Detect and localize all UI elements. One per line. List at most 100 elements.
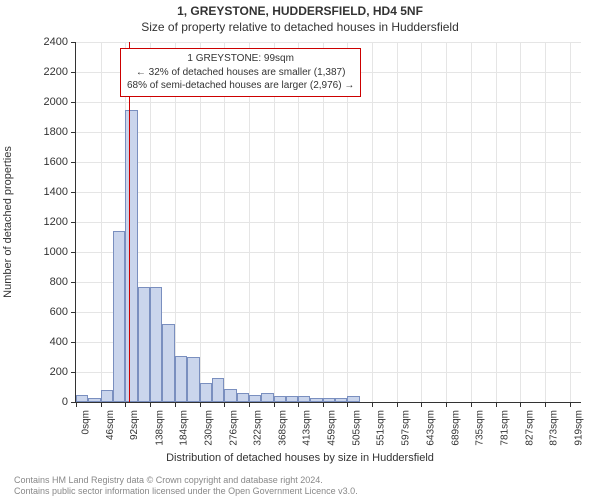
gridline-vertical [397, 42, 398, 402]
ytick-mark [71, 162, 76, 163]
ytick-mark [71, 192, 76, 193]
xtick-label: 46sqm [105, 410, 116, 440]
histogram-bar [323, 398, 335, 403]
histogram-bar [187, 357, 199, 402]
xtick-label: 413sqm [302, 410, 313, 446]
xtick-label: 276sqm [228, 410, 239, 446]
annotation-line2: ← 32% of detached houses are smaller (1,… [127, 66, 354, 80]
plot-area: 1 GREYSTONE: 99sqm ← 32% of detached hou… [75, 42, 581, 403]
ytick-label: 1000 [28, 246, 68, 258]
xtick-label: 643sqm [425, 410, 436, 446]
xtick-label: 184sqm [179, 410, 190, 446]
xtick-mark [76, 402, 77, 407]
histogram-bar [76, 395, 88, 403]
histogram-bar [101, 390, 113, 402]
xtick-mark [323, 402, 324, 407]
xtick-mark [274, 402, 275, 407]
xtick-label: 551sqm [376, 410, 387, 446]
ytick-label: 1600 [28, 156, 68, 168]
xtick-mark [125, 402, 126, 407]
histogram-bar [88, 398, 100, 403]
histogram-bar [310, 398, 322, 403]
xtick-mark [224, 402, 225, 407]
xtick-mark [570, 402, 571, 407]
footer-attribution: Contains HM Land Registry data © Crown c… [14, 475, 358, 498]
gridline-vertical [496, 42, 497, 402]
histogram-bar [224, 389, 236, 403]
histogram-bar [286, 396, 298, 402]
ytick-mark [71, 102, 76, 103]
histogram-bar [347, 396, 359, 402]
histogram-bar [200, 383, 212, 403]
ytick-label: 1400 [28, 186, 68, 198]
y-axis-label: Number of detached properties [2, 146, 14, 298]
ytick-label: 2000 [28, 96, 68, 108]
xtick-mark [175, 402, 176, 407]
ytick-label: 800 [28, 276, 68, 288]
xtick-label: 459sqm [327, 410, 338, 446]
gridline-horizontal [76, 222, 581, 223]
xtick-mark [545, 402, 546, 407]
histogram-bar [162, 324, 174, 402]
gridline-vertical [545, 42, 546, 402]
histogram-bar [150, 287, 162, 403]
histogram-bar [125, 110, 137, 403]
xtick-mark [446, 402, 447, 407]
gridline-vertical [471, 42, 472, 402]
annotation-line3: 68% of semi-detached houses are larger (… [127, 79, 354, 93]
histogram-bar [335, 398, 347, 403]
xtick-label: 919sqm [574, 410, 585, 446]
xtick-mark [471, 402, 472, 407]
xtick-label: 0sqm [80, 410, 91, 434]
gridline-horizontal [76, 102, 581, 103]
ytick-mark [71, 132, 76, 133]
chart-title: Size of property relative to detached ho… [0, 20, 600, 34]
xtick-label: 322sqm [253, 410, 264, 446]
xtick-mark [520, 402, 521, 407]
gridline-horizontal [76, 192, 581, 193]
gridline-vertical [520, 42, 521, 402]
ytick-label: 200 [28, 366, 68, 378]
xtick-label: 230sqm [204, 410, 215, 446]
histogram-bar [261, 393, 273, 402]
ytick-label: 400 [28, 336, 68, 348]
annotation-line1: 1 GREYSTONE: 99sqm [127, 52, 354, 66]
ytick-label: 1200 [28, 216, 68, 228]
xtick-mark [298, 402, 299, 407]
xtick-mark [397, 402, 398, 407]
ytick-mark [71, 342, 76, 343]
gridline-vertical [570, 42, 571, 402]
ytick-label: 2400 [28, 36, 68, 48]
histogram-bar [249, 395, 261, 403]
xtick-label: 505sqm [351, 410, 362, 446]
xtick-label: 827sqm [524, 410, 535, 446]
xtick-mark [200, 402, 201, 407]
histogram-bar [138, 287, 150, 403]
xtick-mark [372, 402, 373, 407]
ytick-mark [71, 312, 76, 313]
ytick-mark [71, 222, 76, 223]
ytick-mark [71, 252, 76, 253]
chart-supertitle: 1, GREYSTONE, HUDDERSFIELD, HD4 5NF [0, 4, 600, 18]
x-axis-label: Distribution of detached houses by size … [0, 452, 600, 464]
annotation-box: 1 GREYSTONE: 99sqm ← 32% of detached hou… [120, 48, 361, 97]
histogram-bar [274, 396, 286, 402]
xtick-mark [101, 402, 102, 407]
histogram-bar [175, 356, 187, 403]
xtick-label: 689sqm [450, 410, 461, 446]
gridline-horizontal [76, 252, 581, 253]
gridline-vertical [421, 42, 422, 402]
gridline-horizontal [76, 162, 581, 163]
xtick-mark [347, 402, 348, 407]
xtick-label: 368sqm [278, 410, 289, 446]
ytick-mark [71, 372, 76, 373]
xtick-label: 138sqm [154, 410, 165, 446]
gridline-vertical [101, 42, 102, 402]
histogram-bar [237, 393, 249, 402]
ytick-label: 600 [28, 306, 68, 318]
ytick-label: 0 [28, 396, 68, 408]
xtick-mark [496, 402, 497, 407]
histogram-bar [298, 396, 310, 402]
histogram-bar [212, 378, 224, 402]
footer-line2: Contains public sector information licen… [14, 486, 358, 497]
